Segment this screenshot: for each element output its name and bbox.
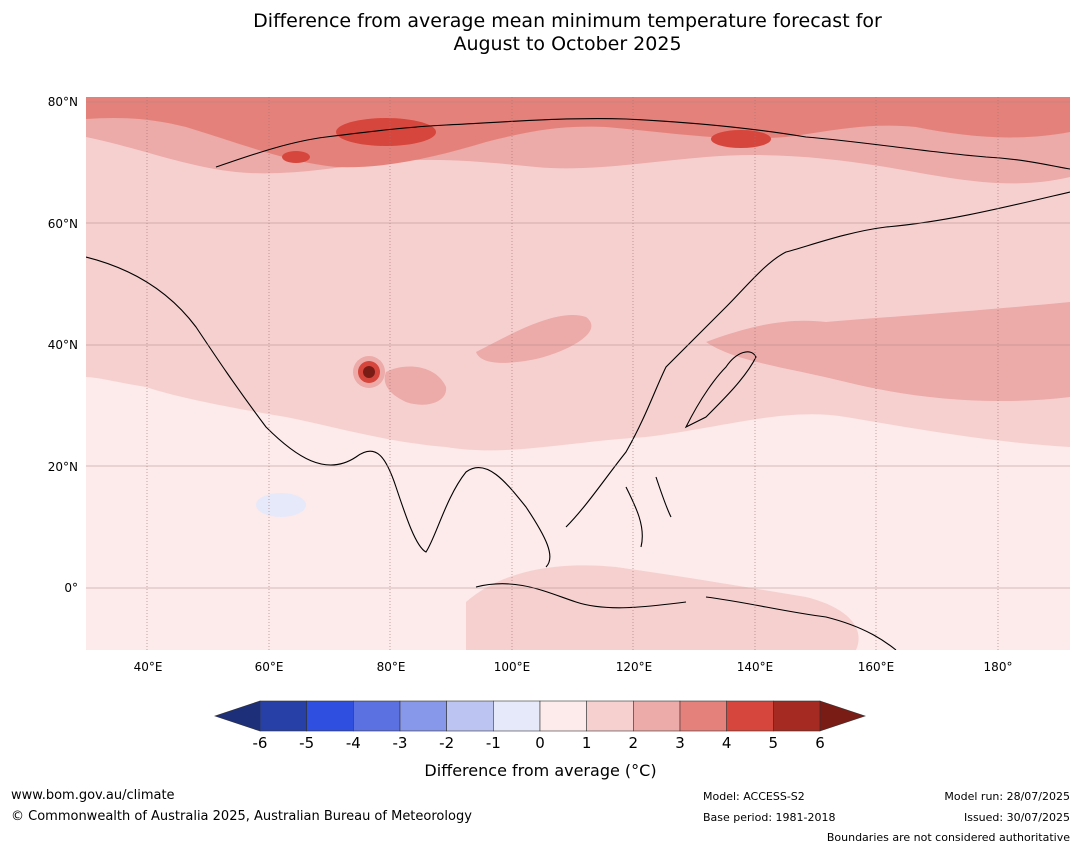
lon-label-100e: 100°E xyxy=(493,660,531,674)
lon-label-180: 180° xyxy=(983,660,1013,674)
hotspot-core xyxy=(363,366,375,378)
colorbar-segment xyxy=(306,700,354,732)
base-period-text: Base period: 1981-2018 xyxy=(703,811,836,824)
coastlines xyxy=(85,117,1071,651)
lon-label-60e: 60°E xyxy=(254,660,284,674)
colorbar-over-arrow xyxy=(819,700,866,732)
map-svg xyxy=(85,97,1071,651)
colorbar-segment xyxy=(446,700,494,732)
colorbar-segment xyxy=(399,700,447,732)
anomaly-region-cool xyxy=(256,493,306,517)
lon-label-120e: 120°E xyxy=(615,660,653,674)
colorbar-tick-label: 1 xyxy=(581,734,592,752)
anomaly-region-mongolia xyxy=(476,315,592,363)
anomaly-region-pacific xyxy=(706,302,1070,402)
map-title: Difference from average mean minimum tem… xyxy=(0,10,1081,56)
parallels xyxy=(86,101,1070,589)
lat-label-60n: 60°N xyxy=(47,217,78,231)
colorbar-tick-label: 3 xyxy=(675,734,685,752)
colorbar-segment xyxy=(493,700,541,732)
anomaly-region-arctic-4-5 xyxy=(336,118,436,146)
title-line-2: August to October 2025 xyxy=(453,33,682,55)
colorbar-segment xyxy=(726,700,774,732)
colorbar-tick-label: 2 xyxy=(628,734,639,752)
lon-label-140e: 140°E xyxy=(736,660,774,674)
colorbar-tick-label: -3 xyxy=(392,734,408,752)
anomaly-region-scandinavia-4-5 xyxy=(282,151,310,163)
colorbar xyxy=(214,700,866,732)
colorbar-segment xyxy=(773,700,821,732)
colorbar-segment xyxy=(679,700,727,732)
lon-label-40e: 40°E xyxy=(133,660,163,674)
issued-text: Issued: 30/07/2025 xyxy=(963,811,1070,824)
colorbar-tick-label: -4 xyxy=(345,734,361,752)
website-link[interactable]: www.bom.gov.au/climate xyxy=(11,788,175,803)
colorbar-tick-label: -6 xyxy=(252,734,268,752)
anomaly-region-siberia-4-5 xyxy=(711,130,771,148)
colorbar-segment xyxy=(353,700,401,732)
meridians xyxy=(146,97,999,650)
colorbar-segment xyxy=(633,700,681,732)
colorbar-under-arrow xyxy=(214,700,261,732)
colorbar-tick-label: -5 xyxy=(299,734,315,752)
lat-label-20n: 20°N xyxy=(47,460,78,474)
colorbar-segment xyxy=(259,700,307,732)
model-run-text: Model run: 28/07/2025 xyxy=(944,790,1070,803)
title-line-1: Difference from average mean minimum tem… xyxy=(253,10,882,32)
colorbar-tick-label: 4 xyxy=(721,734,732,752)
lon-label-160e: 160°E xyxy=(857,660,895,674)
colorbar-tick-label: -2 xyxy=(439,734,455,752)
lat-label-40n: 40°N xyxy=(47,338,78,352)
lat-label-0: 0° xyxy=(64,581,78,595)
lon-label-80e: 80°E xyxy=(376,660,406,674)
colorbar-tick-label: 0 xyxy=(535,734,545,752)
colorbar-label: Difference from average (°C) xyxy=(424,761,657,780)
colorbar-tick-label: 5 xyxy=(768,734,779,752)
anomaly-region-maritime xyxy=(466,565,859,650)
colorbar-segment xyxy=(539,700,587,732)
copyright-text: © Commonwealth of Australia 2025, Austra… xyxy=(11,809,472,824)
anomaly-region-arctic-3-4 xyxy=(86,97,1070,168)
colorbar-segment xyxy=(586,700,634,732)
colorbar-tick-label: -1 xyxy=(485,734,501,752)
lat-label-80n: 80°N xyxy=(47,95,78,109)
colorbar-svg xyxy=(214,700,866,732)
colorbar-tick-label: 6 xyxy=(815,734,825,752)
forecast-map xyxy=(85,97,1071,651)
boundaries-note: Boundaries are not considered authoritat… xyxy=(826,831,1070,844)
anomaly-region-tibet xyxy=(384,366,447,405)
model-text: Model: ACCESS-S2 xyxy=(703,790,805,803)
